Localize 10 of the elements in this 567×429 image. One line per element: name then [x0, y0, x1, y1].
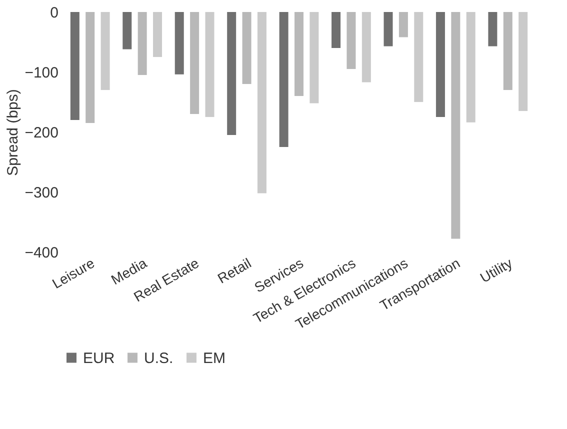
y-tick-label: −200: [24, 124, 58, 142]
y-tick-label: −300: [24, 184, 58, 202]
y-axis-title: Spread (bps): [4, 89, 22, 176]
y-tick-label: 0: [50, 4, 58, 22]
y-tick-label: −100: [24, 64, 58, 82]
x-tick-label: Utility: [477, 254, 515, 286]
legend-label: U.S.: [144, 350, 174, 367]
y-tick-label: −400: [24, 244, 58, 262]
legend-label: EM: [203, 350, 226, 367]
legend-label: EUR: [83, 350, 115, 367]
